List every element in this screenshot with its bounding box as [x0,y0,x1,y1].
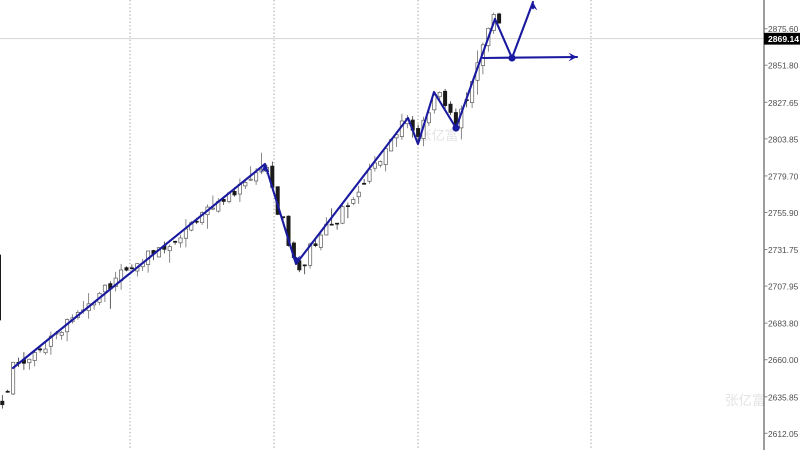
svg-text:2827.65: 2827.65 [768,98,799,108]
svg-text:2731.75: 2731.75 [768,245,799,255]
svg-text:2707.95: 2707.95 [768,282,799,292]
svg-text:2779.70: 2779.70 [768,171,799,181]
svg-text:2635.85: 2635.85 [768,392,799,402]
svg-text:2803.85: 2803.85 [768,134,799,144]
svg-text:2612.05: 2612.05 [768,429,799,439]
svg-text:2683.80: 2683.80 [768,319,799,329]
svg-text:2755.90: 2755.90 [768,208,799,218]
svg-text:2851.80: 2851.80 [768,61,799,71]
svg-text:张亿富: 张亿富 [725,392,766,408]
svg-text:2660.00: 2660.00 [768,355,799,365]
svg-text:2869.14: 2869.14 [768,34,799,44]
svg-text:2875.60: 2875.60 [768,24,799,34]
